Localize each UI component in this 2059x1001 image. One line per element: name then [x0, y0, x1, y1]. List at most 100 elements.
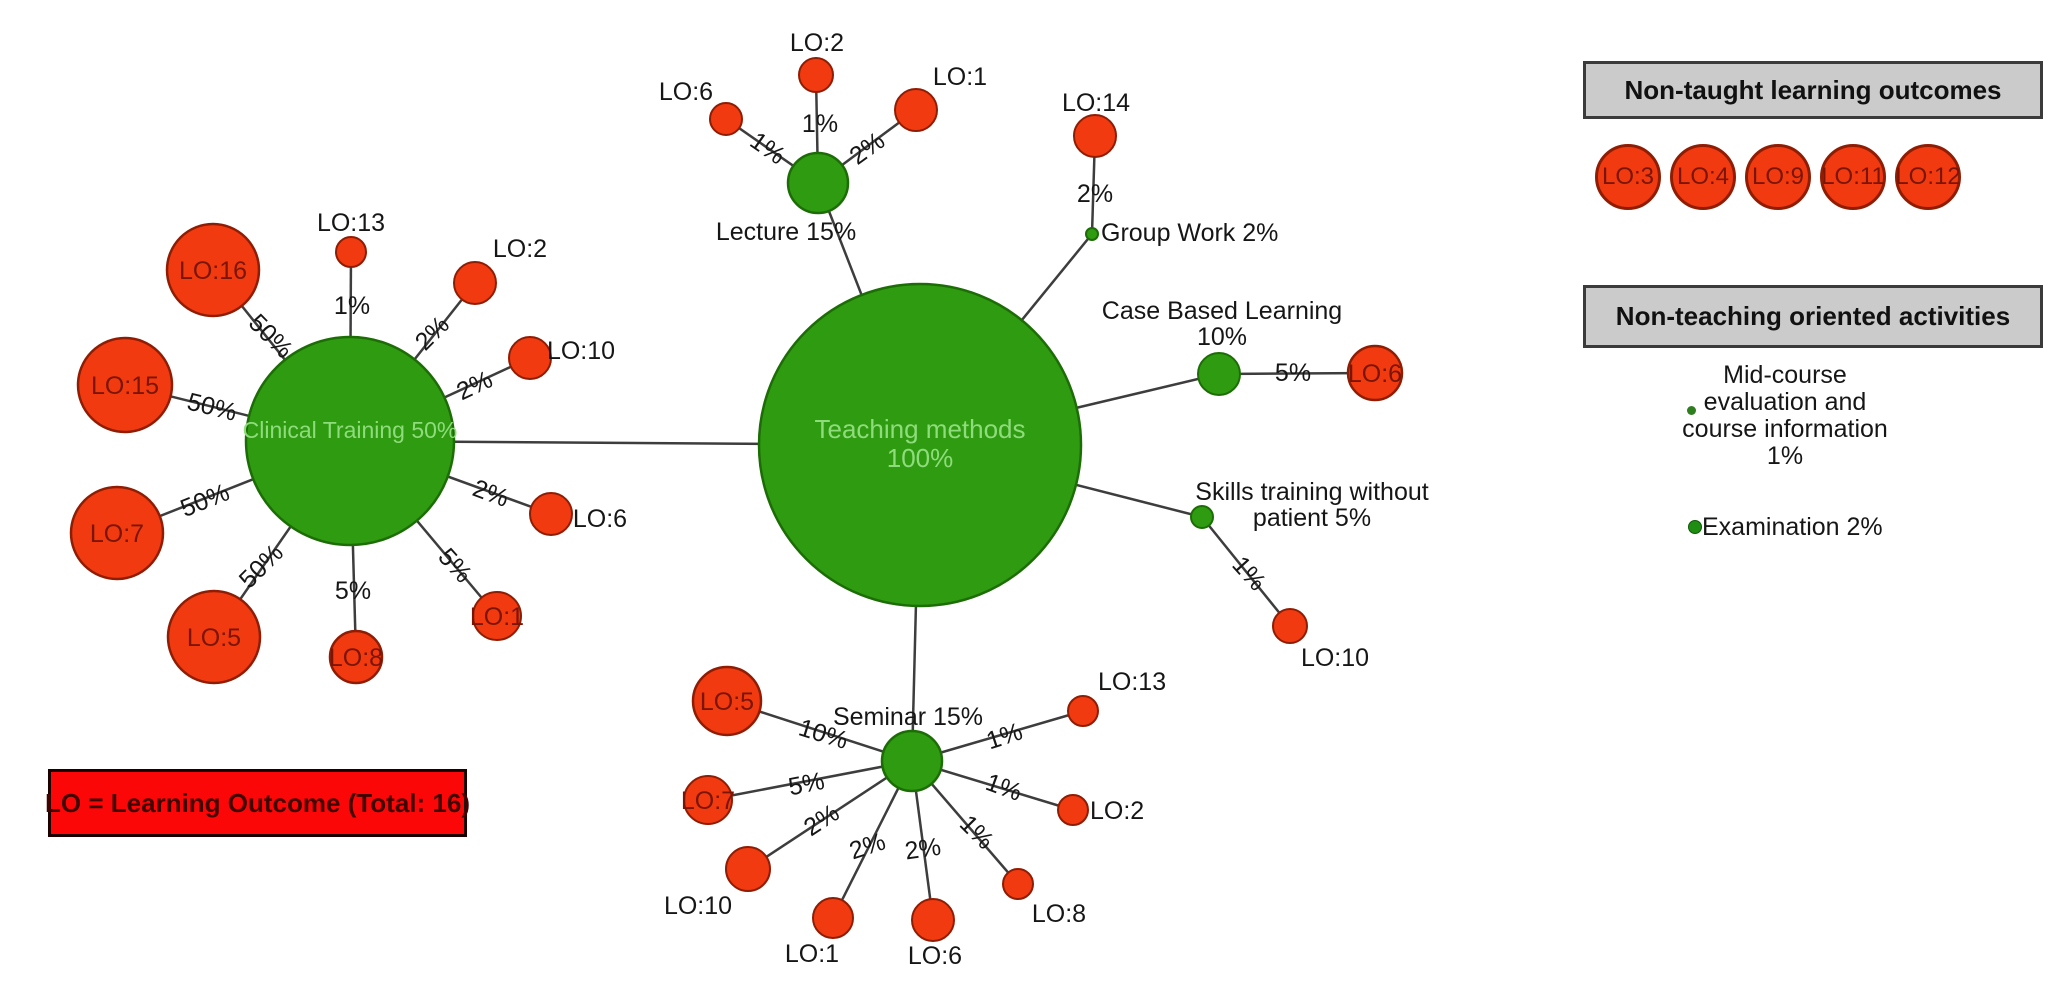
non-teaching-header-label: Non-teaching oriented activities	[1615, 301, 2011, 331]
label-groupwork: Group Work 2%	[1101, 219, 1278, 247]
label-se-lo7: LO:7	[681, 787, 735, 815]
edge-label-clinical-c-lo15: 50%	[184, 388, 239, 427]
label-s-lo10: LO:10	[1301, 644, 1369, 672]
node-c-lo16-circle	[165, 222, 261, 318]
examination-dot-icon	[1688, 520, 1702, 534]
label-cb-lo6: LO:6	[1348, 360, 1402, 388]
label-se-lo1: LO:1	[785, 940, 839, 968]
edge-label-clinical-c-lo7: 50%	[177, 478, 234, 523]
non-taught-lo-circle-2: LO:4	[1670, 144, 1736, 210]
edge-skills-s-lo10	[1201, 516, 1291, 627]
lo-legend-label: LO = Learning Outcome (Total: 16)	[45, 787, 470, 818]
edge-label-seminar-se-lo7: 5%	[786, 767, 827, 801]
label-teaching-line-1: Teaching methods	[814, 414, 1025, 444]
label-cbl-line-2: 10%	[1197, 323, 1247, 351]
non-taught-lo-label-4: LO:11	[1821, 163, 1885, 190]
node-seminar-circle	[880, 729, 944, 793]
node-c-lo7-circle	[69, 485, 165, 581]
node-se-lo10-circle	[725, 846, 771, 892]
label-c-lo5: LO:5	[187, 624, 241, 652]
non-taught-lo-label-1: LO:3	[1601, 163, 1655, 190]
label-se-lo8: LO:8	[1032, 900, 1086, 928]
label-seminar: Seminar 15%	[833, 703, 983, 731]
node-groupwork-circle	[1085, 227, 1099, 241]
edge-label-clinical-c-lo13: 1%	[334, 292, 370, 320]
label-l-lo6: LO:6	[659, 78, 713, 106]
non-taught-header: Non-taught learning outcomes	[1583, 61, 2043, 119]
lo-legend-box: LO = Learning Outcome (Total: 16)	[45, 769, 470, 837]
midcourse-line-3: course information	[1682, 415, 1888, 443]
edge-label-cbl-cb-lo6: 5%	[1275, 359, 1311, 387]
node-skills-circle	[1190, 505, 1214, 529]
node-se-lo8-circle	[1002, 868, 1034, 900]
midcourse-activity-label: Mid-course evaluation and course informa…	[1659, 362, 1911, 470]
midcourse-line-1: Mid-course	[1723, 361, 1847, 389]
non-taught-lo-circle-4: LO:11	[1820, 144, 1886, 210]
non-taught-lo-label-5: LO:12	[1895, 163, 1961, 190]
non-taught-lo-circle-5: LO:12	[1895, 144, 1961, 210]
edge-seminar-se-lo10	[747, 759, 913, 871]
label-l-lo1: LO:1	[933, 63, 987, 91]
node-clinical-circle	[244, 335, 456, 547]
node-c-lo2-circle	[453, 261, 497, 305]
non-taught-lo-circle-3: LO:9	[1745, 144, 1811, 210]
edge-label-lecture-l-lo6: 1%	[745, 127, 791, 171]
edge-label-clinical-c-lo10: 2%	[452, 365, 497, 406]
edge-label-groupwork-g-lo14: 2%	[1077, 180, 1113, 208]
label-se-lo5: LO:5	[700, 688, 754, 716]
non-taught-header-label: Non-taught learning outcomes	[1624, 74, 2002, 105]
label-teaching-line-2: 100%	[887, 443, 954, 473]
label-c-lo13: LO:13	[317, 209, 385, 237]
label-c-lo6: LO:6	[573, 505, 627, 533]
node-cbl-circle	[1197, 352, 1241, 396]
node-l-lo1-circle	[894, 88, 938, 132]
edge-label-skills-s-lo10: 1%	[1226, 551, 1271, 597]
label-skills-line-2: patient 5%	[1253, 504, 1371, 532]
non-teaching-header: Non-teaching oriented activities	[1583, 285, 2043, 348]
label-c-lo1: LO:1	[470, 603, 524, 631]
edge-label-clinical-c-lo1: 5%	[432, 543, 477, 589]
label-c-lo2: LO:2	[493, 235, 547, 263]
edge-label-clinical-c-lo5: 50%	[234, 539, 289, 594]
examination-activity-label: Examination 2%	[1702, 513, 1883, 541]
edge-label-seminar-se-lo2: 1%	[982, 768, 1026, 807]
label-c-lo10: LO:10	[547, 337, 615, 365]
midcourse-line-2: evaluation and	[1703, 388, 1867, 416]
label-c-lo15: LO:15	[91, 372, 159, 400]
edge-label-seminar-se-lo10: 2%	[799, 799, 845, 842]
edge-label-lecture-l-lo2: 1%	[802, 110, 838, 138]
node-c-lo8-circle	[328, 629, 384, 685]
non-taught-lo-row: LO:3 LO:4 LO:9 LO:11 LO:12	[1595, 144, 1961, 210]
label-se-lo6: LO:6	[908, 942, 962, 970]
edge-label-seminar-se-lo6: 2%	[903, 833, 943, 866]
label-se-lo10: LO:10	[664, 892, 732, 920]
node-c-lo5-circle	[166, 589, 262, 685]
node-c-lo15-circle	[76, 336, 174, 434]
node-se-lo2-circle	[1057, 794, 1089, 826]
label-skills-line-1: Skills training without	[1195, 478, 1428, 506]
node-se-lo6-circle	[911, 898, 955, 942]
node-c-lo10-circle	[508, 336, 552, 380]
label-g-lo14: LO:14	[1062, 89, 1130, 117]
label-clinical: Clinical Training 50%	[243, 417, 458, 443]
midcourse-dot-icon	[1687, 406, 1696, 415]
edge-label-clinical-c-lo8: 5%	[335, 577, 371, 605]
node-c-lo13-circle	[335, 236, 367, 268]
node-se-lo5-circle	[691, 665, 763, 737]
node-c-lo1-circle	[472, 591, 522, 641]
label-c-lo16: LO:16	[179, 257, 247, 285]
label-se-lo13: LO:13	[1098, 668, 1166, 696]
label-l-lo2: LO:2	[790, 29, 844, 57]
non-taught-lo-circle-1: LO:3	[1595, 144, 1661, 210]
non-taught-lo-label-2: LO:4	[1676, 163, 1730, 190]
label-cbl-line-1: Case Based Learning	[1102, 297, 1342, 325]
edge-label-clinical-c-lo6: 2%	[469, 474, 513, 513]
node-l-lo2-circle	[798, 57, 834, 93]
node-se-lo7-circle	[683, 775, 733, 825]
label-c-lo7: LO:7	[90, 520, 144, 548]
node-l-lo6-circle	[709, 102, 743, 136]
node-s-lo10-circle	[1272, 608, 1308, 644]
node-lecture-circle	[786, 151, 850, 215]
